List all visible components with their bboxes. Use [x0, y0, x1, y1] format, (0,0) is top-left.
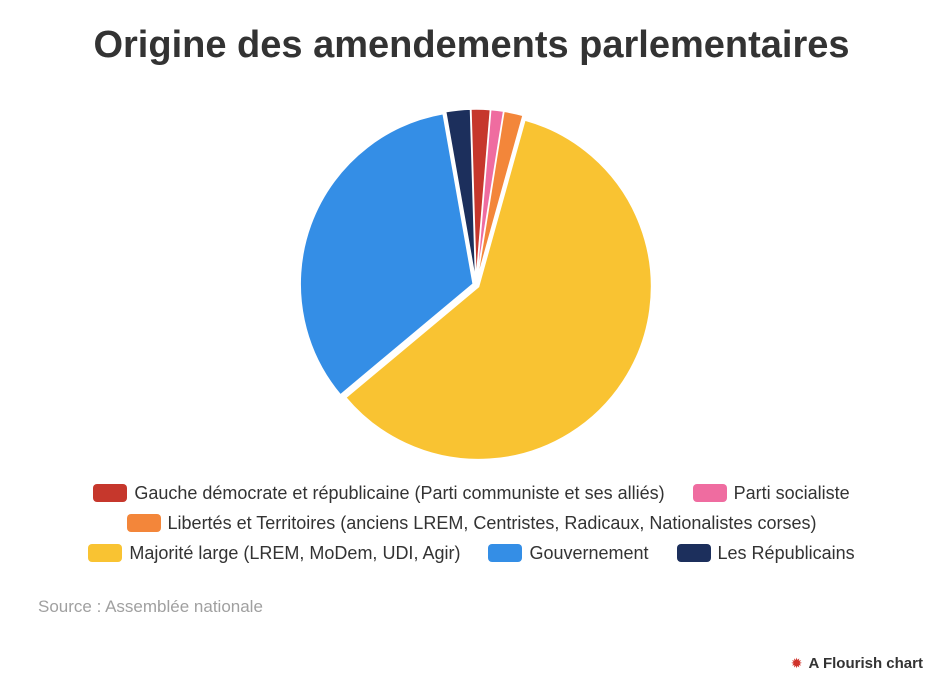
pie-slice-4[interactable]: Majorité large (LREM, MoDem, UDI, Agir)	[345, 119, 653, 461]
legend-item-parti-socialiste[interactable]: Parti socialiste	[692, 482, 850, 504]
legend-item-majorite-large[interactable]: Majorité large (LREM, MoDem, UDI, Agir)	[88, 543, 460, 564]
legend-row: Majorité large (LREM, MoDem, UDI, Agir) …	[0, 538, 943, 568]
legend-item-libertes-territoires[interactable]: Libertés et Territoires (anciens LREM, C…	[126, 512, 817, 534]
pie-slice-5[interactable]: Gouvernement	[299, 112, 474, 396]
legend-label: Gauche démocrate et républicaine (Parti …	[134, 482, 665, 503]
legend-item-gouvernement[interactable]: Gouvernement	[488, 542, 649, 564]
legend-item-gauche-democrate[interactable]: Gauche démocrate et républicaine (Parti …	[93, 482, 665, 504]
legend-label: Libertés et Territoires (anciens LREM, C…	[167, 512, 817, 533]
legend-label: Gouvernement	[529, 542, 649, 563]
flourish-credit[interactable]: ✹ A Flourish chart	[791, 655, 923, 672]
legend-label: Les Républicains	[717, 542, 855, 563]
legend-label: Parti socialiste	[733, 482, 850, 503]
legend: Gauche démocrate et républicaine (Parti …	[0, 478, 943, 568]
flourish-credit-label: A Flourish chart	[808, 655, 923, 672]
legend-swatch	[676, 544, 711, 562]
legend-swatch	[126, 514, 161, 532]
pie-chart: Les RépublicainsGauche démocrate et répu…	[299, 108, 653, 461]
chart-title: Origine des amendements parlementaires	[93, 24, 850, 66]
pie-slice-3[interactable]: Libertés et Territoires (anciens LREM, C…	[475, 110, 524, 283]
legend-row: Libertés et Territoires (anciens LREM, C…	[0, 508, 943, 538]
source-note: Source : Assemblée nationale	[38, 597, 263, 616]
legend-swatch	[88, 544, 123, 562]
legend-swatch	[488, 544, 523, 562]
legend-label: Majorité large (LREM, MoDem, UDI, Agir)	[129, 542, 461, 563]
flourish-logo-icon: ✹	[790, 655, 803, 671]
legend-item-les-republicains[interactable]: Les Républicains	[676, 542, 855, 564]
legend-swatch	[692, 484, 727, 502]
legend-swatch	[93, 484, 128, 502]
legend-row: Gauche démocrate et républicaine (Parti …	[0, 478, 943, 508]
